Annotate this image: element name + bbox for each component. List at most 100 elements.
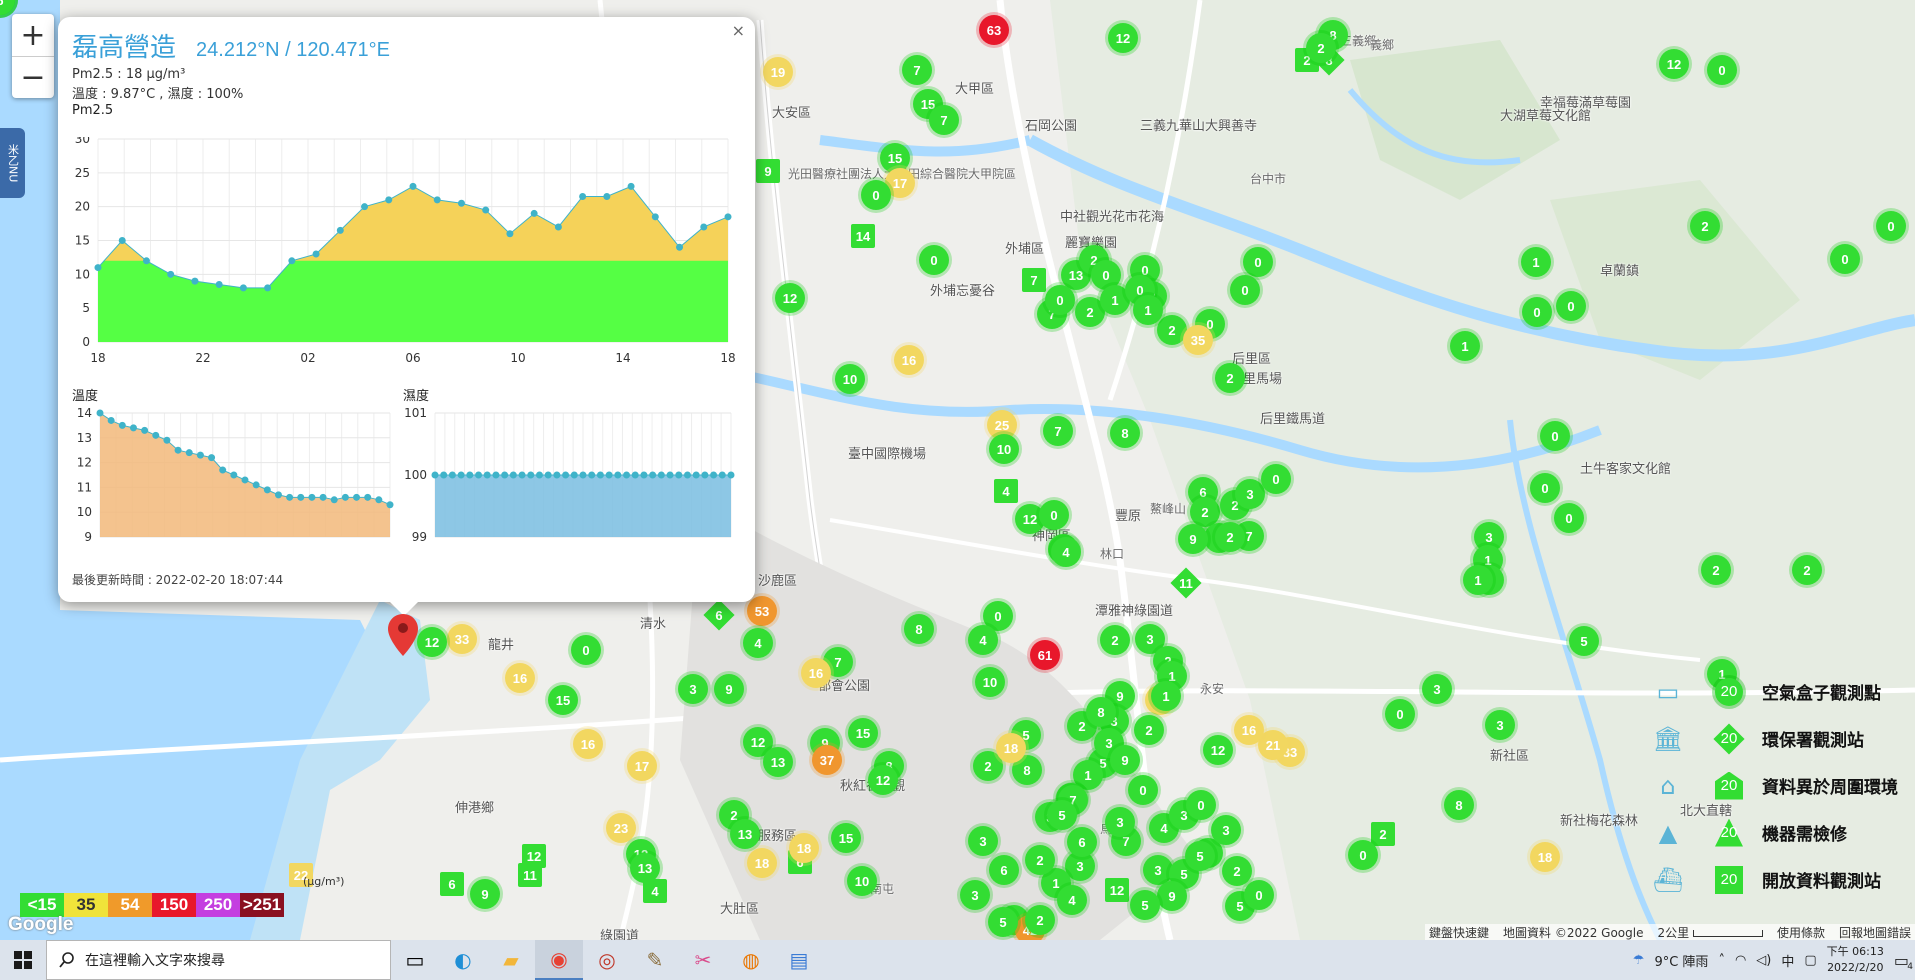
data-point[interactable]: [700, 223, 708, 231]
sensor-marker[interactable]: 4: [743, 628, 773, 658]
sensor-marker[interactable]: 1: [1463, 565, 1493, 595]
data-point[interactable]: [579, 193, 587, 201]
sensor-marker[interactable]: 3: [1422, 674, 1452, 704]
data-point[interactable]: [603, 193, 611, 201]
sensor-marker[interactable]: 18: [747, 848, 777, 878]
data-point[interactable]: [475, 471, 483, 479]
sensor-marker[interactable]: 3: [1211, 815, 1241, 845]
data-point[interactable]: [141, 426, 149, 434]
sensor-marker[interactable]: 1: [1450, 331, 1480, 361]
sensor-marker[interactable]: 2: [1701, 555, 1731, 585]
sensor-marker[interactable]: 53: [747, 596, 777, 626]
sensor-marker[interactable]: 12: [1203, 735, 1233, 765]
sensor-marker[interactable]: 6: [989, 855, 1019, 885]
data-point[interactable]: [297, 493, 305, 501]
sensor-marker[interactable]: 17: [627, 751, 657, 781]
sensor-marker[interactable]: 14: [851, 224, 875, 248]
sensor-marker[interactable]: 0: [1348, 840, 1378, 870]
sensor-marker[interactable]: 2: [1157, 315, 1187, 345]
data-point[interactable]: [312, 250, 320, 258]
data-point[interactable]: [509, 471, 517, 479]
data-point[interactable]: [683, 471, 691, 479]
sensor-marker[interactable]: 5: [1047, 800, 1077, 830]
sensor-marker[interactable]: 33: [447, 624, 477, 654]
data-point[interactable]: [657, 471, 665, 479]
sensor-marker[interactable]: 16: [1234, 715, 1264, 745]
sensor-marker[interactable]: 4: [1051, 537, 1081, 567]
sensor-marker[interactable]: 2: [1025, 845, 1055, 875]
weather-text[interactable]: 9°C 陣雨: [1654, 954, 1709, 970]
sensor-marker[interactable]: 10: [975, 667, 1005, 697]
sensor-marker[interactable]: 11: [518, 863, 542, 887]
selected-location-pin-icon[interactable]: [388, 614, 418, 656]
sensor-marker[interactable]: 7: [929, 105, 959, 135]
sensor-marker[interactable]: 2: [1792, 555, 1822, 585]
chrome-app[interactable]: ◉: [535, 940, 583, 980]
data-point[interactable]: [219, 466, 227, 474]
sensor-marker[interactable]: 10: [835, 364, 865, 394]
sensor-marker[interactable]: 16: [801, 658, 831, 688]
data-point[interactable]: [527, 471, 535, 479]
sensor-marker[interactable]: 15: [831, 823, 861, 853]
data-point[interactable]: [252, 481, 260, 489]
data-point[interactable]: [506, 230, 514, 238]
map-canvas[interactable]: 大安區 大甲區 外埔區 后里區 后里馬場 后里鐵馬道 石岡公園 卓蘭鎮 新社區 潭雅神綠園道 大肚區…: [0, 0, 1915, 940]
sensor-marker[interactable]: 13: [630, 853, 660, 883]
data-point[interactable]: [579, 471, 587, 479]
keyboard-shortcuts-link[interactable]: 鍵盤快速鍵: [1428, 925, 1489, 940]
data-point[interactable]: [692, 471, 700, 479]
edge-app[interactable]: ◐: [439, 940, 487, 980]
sensor-marker[interactable]: 23: [606, 813, 636, 843]
sensor-marker[interactable]: 4: [994, 479, 1018, 503]
sensor-marker[interactable]: 2: [1215, 363, 1245, 393]
data-point[interactable]: [596, 471, 604, 479]
data-point[interactable]: [142, 257, 150, 265]
sensor-marker[interactable]: 2: [1134, 715, 1164, 745]
sensor-marker[interactable]: 8: [1086, 697, 1116, 727]
data-point[interactable]: [701, 471, 709, 479]
data-point[interactable]: [163, 436, 171, 444]
data-point[interactable]: [501, 471, 509, 479]
input-mode-icon[interactable]: ▢: [1804, 952, 1817, 968]
sensor-marker[interactable]: 2: [1690, 211, 1720, 241]
data-point[interactable]: [288, 257, 296, 265]
data-point[interactable]: [230, 471, 238, 479]
sensor-marker[interactable]: 5: [988, 907, 1018, 937]
data-point[interactable]: [518, 471, 526, 479]
data-point[interactable]: [492, 471, 500, 479]
notification-icon[interactable]: ▭ 4: [1893, 950, 1913, 972]
data-point[interactable]: [386, 501, 394, 509]
data-point[interactable]: [196, 451, 204, 459]
file-explorer-app[interactable]: ▰: [487, 940, 535, 980]
sensor-marker[interactable]: 18: [996, 733, 1026, 763]
sensor-marker[interactable]: 8: [1110, 418, 1140, 448]
data-point[interactable]: [118, 421, 126, 429]
sensor-marker[interactable]: 8: [1444, 790, 1474, 820]
data-point[interactable]: [361, 203, 369, 211]
sensor-marker[interactable]: 1: [1133, 295, 1163, 325]
sensor-marker[interactable]: 0: [1385, 699, 1415, 729]
sensor-marker[interactable]: 5: [1130, 890, 1160, 920]
sensor-marker[interactable]: 0: [1186, 790, 1216, 820]
data-point[interactable]: [215, 280, 223, 288]
sensor-marker[interactable]: 18: [1530, 842, 1560, 872]
clock[interactable]: 下午 06:13 2022/2/20: [1827, 944, 1884, 976]
sensor-marker[interactable]: 16: [573, 729, 603, 759]
data-point[interactable]: [623, 471, 631, 479]
data-point[interactable]: [353, 493, 361, 501]
sensor-marker[interactable]: 2: [1025, 905, 1055, 935]
data-point[interactable]: [483, 471, 491, 479]
sensor-marker[interactable]: 9: [756, 159, 780, 183]
sensor-marker[interactable]: 4: [1057, 885, 1087, 915]
sensor-marker[interactable]: 16: [894, 345, 924, 375]
sensor-marker[interactable]: 5: [1569, 626, 1599, 656]
sensor-marker[interactable]: 12: [1108, 23, 1138, 53]
data-point[interactable]: [649, 471, 657, 479]
data-point[interactable]: [274, 491, 282, 499]
sensor-marker[interactable]: 9: [470, 879, 500, 909]
data-point[interactable]: [544, 471, 552, 479]
close-icon[interactable]: ×: [731, 21, 745, 40]
data-point[interactable]: [241, 476, 249, 484]
data-point[interactable]: [336, 226, 344, 234]
data-point[interactable]: [129, 424, 137, 432]
